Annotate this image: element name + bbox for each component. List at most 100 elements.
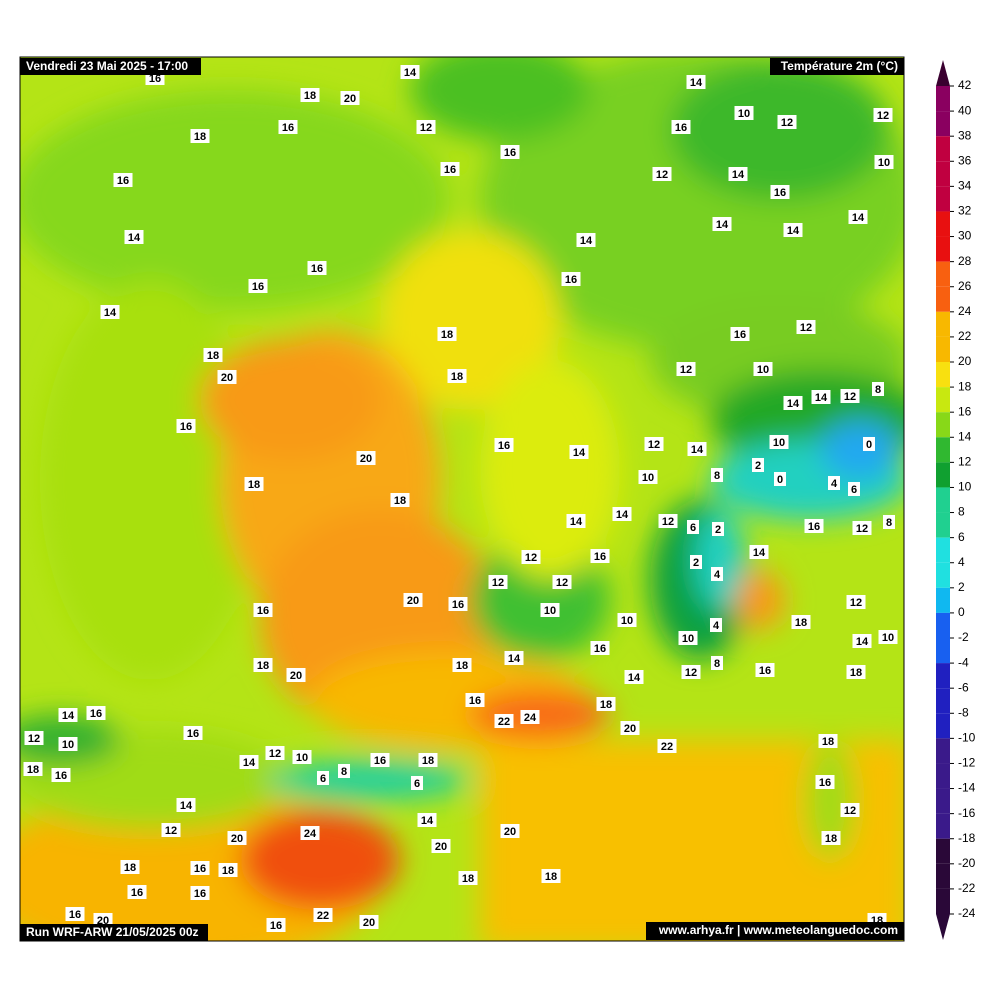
temperature-label: 14 bbox=[628, 672, 641, 684]
temperature-label: 20 bbox=[290, 670, 302, 682]
label-box bbox=[65, 907, 85, 921]
colorbar-tick-label: -14 bbox=[958, 781, 976, 795]
temperature-label: 18 bbox=[124, 862, 136, 874]
temperature-label: 6 bbox=[851, 484, 857, 496]
label-box bbox=[51, 768, 71, 782]
label-box bbox=[840, 803, 860, 817]
temperature-label: 20 bbox=[363, 917, 375, 929]
label-box bbox=[644, 437, 664, 451]
temperature-label: 16 bbox=[90, 708, 102, 720]
label-box bbox=[465, 693, 485, 707]
temperature-label: 22 bbox=[661, 741, 673, 753]
colorbar-tick-label: -4 bbox=[958, 655, 969, 669]
colorbar-segment bbox=[936, 136, 950, 162]
footer-box bbox=[20, 924, 208, 941]
label-box bbox=[500, 824, 520, 838]
colorbar-segment bbox=[936, 612, 950, 638]
label-box bbox=[300, 88, 320, 102]
temperature-label: 18 bbox=[422, 755, 434, 767]
label-box bbox=[590, 641, 610, 655]
label-box bbox=[652, 167, 672, 181]
label-box bbox=[265, 746, 285, 760]
label-box bbox=[190, 886, 210, 900]
temperature-label: 16 bbox=[504, 147, 516, 159]
label-box bbox=[416, 120, 436, 134]
label-box bbox=[815, 775, 835, 789]
temperature-label: 22 bbox=[498, 716, 510, 728]
label-box bbox=[437, 327, 457, 341]
label-box bbox=[266, 918, 286, 932]
label-box bbox=[755, 663, 775, 677]
temperature-label: 2 bbox=[755, 460, 761, 472]
colorbar-segment bbox=[936, 86, 950, 112]
temperature-label: 14 bbox=[180, 800, 193, 812]
temperature-label: 12 bbox=[800, 322, 812, 334]
colorbar-segment bbox=[936, 261, 950, 287]
temperature-label: 14 bbox=[243, 757, 256, 769]
colorbar-segment bbox=[936, 236, 950, 262]
colorbar-segment bbox=[936, 211, 950, 237]
temperature-label: 10 bbox=[642, 472, 654, 484]
colorbar-segment bbox=[936, 638, 950, 664]
colorbar-segment bbox=[936, 286, 950, 312]
label-box bbox=[612, 507, 632, 521]
label-box bbox=[86, 706, 106, 720]
temperature-label: 14 bbox=[815, 392, 828, 404]
colorbar-segment bbox=[936, 738, 950, 764]
temperature-label: 16 bbox=[819, 777, 831, 789]
temperature-label: 14 bbox=[852, 212, 865, 224]
temperature-label: 16 bbox=[759, 665, 771, 677]
colorbar-segment bbox=[936, 311, 950, 337]
label-box bbox=[883, 515, 895, 529]
label-box bbox=[447, 369, 467, 383]
label-box bbox=[596, 697, 616, 711]
temperature-label: 12 bbox=[165, 825, 177, 837]
temperature-label: 16 bbox=[374, 755, 386, 767]
colorbar-top bbox=[936, 60, 950, 86]
temperature-label: 16 bbox=[444, 164, 456, 176]
map-date: Vendredi 23 Mai 2025 - 17:00 bbox=[26, 59, 188, 73]
label-box bbox=[848, 482, 860, 496]
temperature-label: 20 bbox=[221, 372, 233, 384]
temperature-label: 18 bbox=[462, 873, 474, 885]
label-box bbox=[711, 656, 723, 670]
temperature-label: 16 bbox=[469, 695, 481, 707]
temperature-label: 18 bbox=[850, 667, 862, 679]
label-box bbox=[752, 458, 764, 472]
colorbar-tick-label: -24 bbox=[958, 906, 976, 920]
colorbar-tick-label: 10 bbox=[958, 480, 972, 494]
colorbar-tick-label: -18 bbox=[958, 831, 976, 845]
temperature-label: 12 bbox=[662, 516, 674, 528]
temperature-label: 18 bbox=[394, 495, 406, 507]
label-box bbox=[686, 75, 706, 89]
temperature-label: 12 bbox=[844, 391, 856, 403]
label-box bbox=[769, 435, 789, 449]
colorbar-tick-label: 6 bbox=[958, 530, 965, 544]
temperature-label: 22 bbox=[317, 910, 329, 922]
label-box bbox=[846, 665, 866, 679]
temperature-label: 16 bbox=[808, 521, 820, 533]
temperature-label: 16 bbox=[565, 274, 577, 286]
temperature-label: 18 bbox=[248, 479, 260, 491]
label-box bbox=[448, 597, 468, 611]
temperature-label: 16 bbox=[131, 887, 143, 899]
temperature-label: 10 bbox=[682, 633, 694, 645]
temperature-label: 14 bbox=[691, 444, 704, 456]
label-box bbox=[521, 550, 541, 564]
temperature-label: 16 bbox=[69, 909, 81, 921]
temperature-label: 14 bbox=[508, 653, 521, 665]
temperature-label: 0 bbox=[866, 439, 872, 451]
temperature-label: 18 bbox=[451, 371, 463, 383]
colorbar-tick-label: -20 bbox=[958, 856, 976, 870]
colorbar-segment bbox=[936, 562, 950, 588]
label-box bbox=[370, 753, 390, 767]
label-box bbox=[821, 831, 841, 845]
colorbar-segment bbox=[936, 462, 950, 488]
label-box bbox=[569, 445, 589, 459]
temperature-label: 16 bbox=[594, 643, 606, 655]
label-box bbox=[120, 860, 140, 874]
temperature-label: 20 bbox=[231, 833, 243, 845]
temperature-label: 20 bbox=[624, 723, 636, 735]
colorbar-segment bbox=[936, 863, 950, 889]
